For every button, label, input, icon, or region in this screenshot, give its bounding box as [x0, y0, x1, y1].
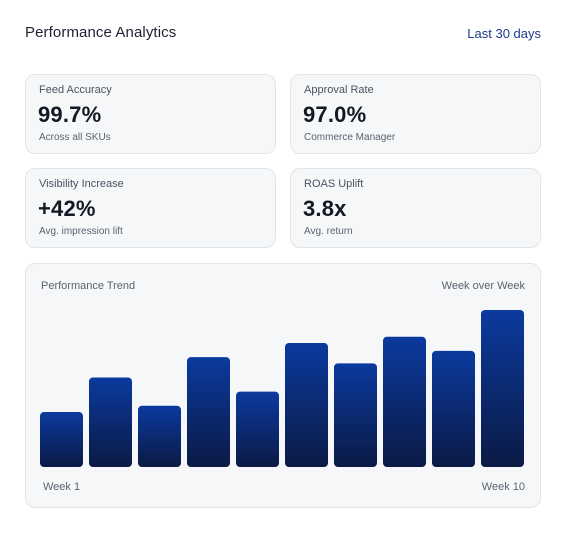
bar-week-10 — [481, 310, 524, 467]
metric-value: 99.7% — [38, 102, 102, 127]
metric-card-visibility-increase: Visibility Increase +42% Avg. impression… — [25, 168, 276, 248]
bar-chart-canvas — [40, 310, 524, 467]
date-range-selector[interactable]: Last 30 days — [467, 26, 541, 41]
bar-week-8 — [383, 336, 426, 467]
metric-label: Visibility Increase — [39, 178, 124, 190]
metric-value: 3.8x — [303, 196, 347, 221]
bar-week-4 — [187, 357, 230, 467]
metric-subtext: Across all SKUs — [39, 132, 111, 143]
x-axis-start-label: Week 1 — [43, 481, 81, 493]
x-axis-end-label: Week 10 — [481, 481, 525, 493]
page-title: Performance Analytics — [25, 24, 177, 41]
chart-title: Performance Trend — [41, 280, 136, 292]
metric-subtext: Avg. return — [304, 226, 353, 237]
metric-value: 97.0% — [303, 102, 367, 127]
bar-week-7 — [334, 363, 377, 467]
metric-card-feed-accuracy: Feed Accuracy 99.7% Across all SKUs — [25, 74, 276, 154]
bar-week-9 — [432, 350, 475, 467]
metric-label: Approval Rate — [304, 84, 374, 96]
performance-trend-chart: Performance Trend Week over Week Week 1 … — [25, 263, 541, 508]
metric-label: Feed Accuracy — [39, 84, 112, 96]
metric-label: ROAS Uplift — [304, 178, 364, 190]
chart-period-label: Week over Week — [441, 280, 525, 292]
metric-subtext: Avg. impression lift — [39, 226, 123, 237]
bar-week-3 — [138, 405, 181, 467]
bar-week-1 — [40, 412, 83, 467]
bar-week-6 — [285, 342, 328, 467]
metric-value: +42% — [38, 196, 96, 221]
bar-week-2 — [89, 377, 132, 467]
metric-subtext: Commerce Manager — [304, 132, 396, 143]
metric-card-approval-rate: Approval Rate 97.0% Commerce Manager — [290, 74, 541, 154]
metric-card-roas-uplift: ROAS Uplift 3.8x Avg. return — [290, 168, 541, 248]
bars-group — [40, 310, 524, 467]
bar-week-5 — [236, 391, 279, 467]
